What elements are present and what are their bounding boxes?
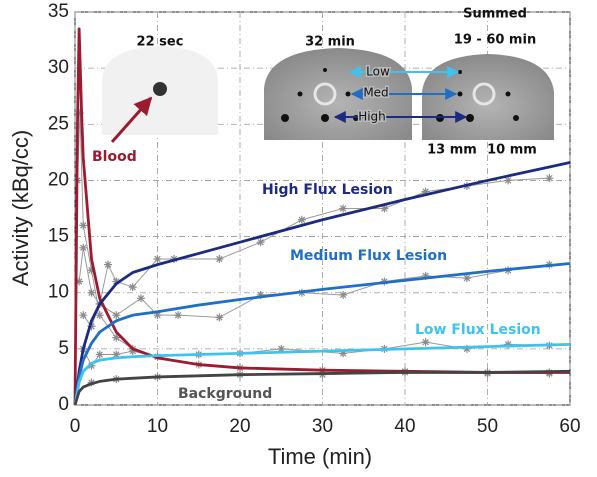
series-label: Low Flux Lesion — [415, 322, 541, 338]
y-tick-label: 10 — [48, 282, 69, 303]
annotation: 10 mm — [487, 143, 537, 158]
measured-point — [545, 174, 553, 182]
series-label: High Flux Lesion — [262, 182, 393, 198]
annotation: 22 sec — [137, 35, 184, 50]
inset-lesion — [153, 82, 167, 96]
series-label: Background — [178, 386, 272, 402]
measured-point — [79, 311, 87, 319]
y-tick-label: 30 — [48, 57, 69, 78]
measured-point — [129, 283, 137, 291]
measured-point — [79, 221, 87, 229]
x-tick-label: 50 — [477, 416, 498, 437]
series-label: Medium Flux Lesion — [290, 248, 447, 264]
series-label: Blood — [92, 149, 137, 165]
measured-point — [112, 311, 120, 319]
measured-point — [79, 244, 87, 252]
annotation: High — [358, 110, 386, 124]
annotation: 32 min — [305, 35, 355, 50]
annotation: 19 - 60 min — [454, 33, 536, 48]
measured-line — [83, 265, 549, 327]
measured-point — [88, 289, 96, 297]
measured-point — [257, 238, 265, 246]
measured-point — [104, 261, 112, 269]
x-tick-label: 30 — [312, 416, 333, 437]
y-tick-label: 20 — [48, 169, 69, 190]
y-tick-label: 35 — [48, 1, 69, 22]
y-tick-label: 15 — [48, 226, 69, 247]
x-tick-label: 0 — [70, 416, 81, 437]
measured-point — [298, 216, 306, 224]
y-tick-label: 5 — [58, 338, 69, 359]
annotation: Summed — [463, 7, 527, 22]
measured-point — [339, 291, 347, 299]
x-axis-label: Time (min) — [268, 444, 372, 469]
x-tick-label: 40 — [394, 416, 415, 437]
inset-image — [422, 54, 554, 140]
x-tick-label: 10 — [147, 416, 168, 437]
measured-point — [339, 205, 347, 213]
y-tick-label: 25 — [48, 113, 69, 134]
annotation: Low — [366, 65, 390, 79]
measured-point — [96, 350, 104, 358]
insets — [102, 46, 554, 142]
y-axis-label: Activity (kBq/cc) — [8, 130, 33, 286]
chart: Time (min) Activity (kBq/cc) 0 5 10 15 20 25 3… — [0, 0, 597, 472]
measured-point — [215, 255, 223, 263]
annotation: 13 mm — [427, 143, 477, 158]
measured-point — [137, 294, 145, 302]
annotation: Med — [363, 86, 388, 100]
y-tick-label: 0 — [58, 394, 69, 415]
measured-point — [215, 313, 223, 321]
x-tick-label: 60 — [559, 416, 580, 437]
measured-point — [154, 255, 162, 263]
x-tick-label: 20 — [229, 416, 250, 437]
measured-point — [174, 311, 182, 319]
measured-point — [422, 338, 430, 346]
